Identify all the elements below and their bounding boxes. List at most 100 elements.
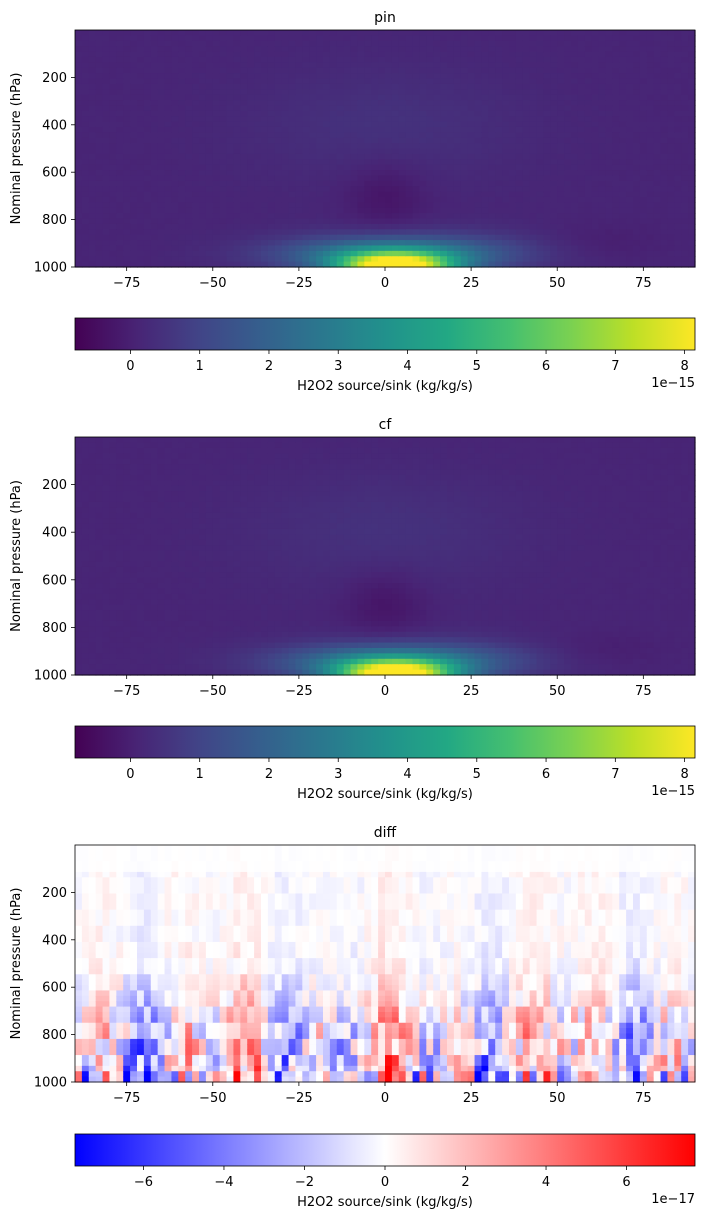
heatmap-cell <box>295 234 303 241</box>
heatmap-cell <box>240 73 248 80</box>
heatmap-cell <box>357 213 365 220</box>
heatmap-cell <box>109 556 117 563</box>
heatmap-cell <box>178 620 186 627</box>
heatmap-cell <box>667 46 675 53</box>
heatmap-cell <box>192 480 200 487</box>
heatmap-cell <box>378 207 386 214</box>
heatmap-cell <box>419 218 427 225</box>
heatmap-cell <box>385 218 393 225</box>
heatmap-cell <box>143 664 152 671</box>
heatmap-cell <box>674 218 682 225</box>
heatmap-cell <box>240 256 248 263</box>
heatmap-cell <box>529 126 538 133</box>
heatmap-cell <box>123 73 131 80</box>
heatmap-cell <box>81 143 90 150</box>
heatmap-cell <box>591 186 600 193</box>
heatmap-cell <box>453 30 462 36</box>
heatmap-cell <box>157 89 166 96</box>
heatmap-cell <box>261 234 269 241</box>
heatmap-cell <box>385 110 393 117</box>
heatmap-cell <box>447 143 455 150</box>
heatmap-cell <box>288 218 297 225</box>
heatmap-cell <box>302 234 310 241</box>
heatmap-cell <box>157 572 166 579</box>
heatmap-cell <box>302 46 310 53</box>
heatmap-cell <box>205 545 214 552</box>
heatmap-cell <box>150 545 159 552</box>
heatmap-cell <box>205 583 214 590</box>
heatmap-cell <box>164 620 173 627</box>
heatmap-cell <box>130 116 138 123</box>
heatmap-cell <box>577 256 586 263</box>
heatmap-cell <box>281 191 290 198</box>
heatmap-cell <box>171 186 179 193</box>
heatmap-cell <box>391 89 400 96</box>
heatmap-cell <box>447 256 455 263</box>
heatmap-cell <box>598 51 607 58</box>
heatmap-cell <box>564 40 572 47</box>
heatmap-cell <box>185 40 193 47</box>
heatmap-cell <box>88 35 97 42</box>
heatmap-cell <box>150 577 159 584</box>
heatmap-cell <box>247 196 255 203</box>
heatmap-cell <box>95 234 104 241</box>
heatmap-cell <box>460 132 469 139</box>
heatmap-cell <box>433 35 441 42</box>
heatmap-cell <box>316 126 324 133</box>
heatmap-cell <box>467 94 476 101</box>
heatmap-cell <box>405 132 414 139</box>
heatmap-cell <box>123 501 131 508</box>
heatmap-cell <box>164 453 173 460</box>
heatmap-cell <box>639 196 648 203</box>
heatmap-cell <box>254 83 262 90</box>
heatmap-cell <box>502 250 510 257</box>
heatmap-cell <box>137 83 145 90</box>
heatmap-cell <box>543 89 551 96</box>
heatmap-cell <box>247 234 255 241</box>
heatmap-cell <box>571 229 579 236</box>
heatmap-cell <box>371 116 379 123</box>
heatmap-cell <box>398 62 407 69</box>
heatmap-cell <box>199 566 207 573</box>
heatmap-cell <box>192 518 200 525</box>
heatmap-cell <box>178 572 186 579</box>
heatmap-cell <box>460 67 469 74</box>
heatmap-cell <box>667 121 675 128</box>
heatmap-cell <box>199 256 207 263</box>
heatmap-cell <box>681 56 689 63</box>
heatmap-cell <box>509 223 517 230</box>
heatmap-cell <box>109 223 117 230</box>
heatmap-cell <box>543 234 551 241</box>
heatmap-cell <box>240 89 248 96</box>
heatmap-cell <box>281 175 290 182</box>
heatmap-cell <box>137 137 145 144</box>
heatmap-cell <box>674 116 682 123</box>
heatmap-cell <box>281 100 290 107</box>
heatmap-cell <box>564 148 572 155</box>
heatmap-cell <box>150 132 159 139</box>
heatmap-cell <box>440 153 448 160</box>
heatmap-cell <box>433 240 441 247</box>
heatmap-cell <box>660 240 669 247</box>
heatmap-cell <box>391 78 400 85</box>
heatmap-cell <box>295 46 303 53</box>
heatmap-cell <box>391 180 400 187</box>
heatmap-cell <box>81 202 90 209</box>
heatmap-cell <box>584 89 593 96</box>
heatmap-cell <box>564 94 572 101</box>
heatmap-cell <box>426 240 434 247</box>
heatmap-cell <box>385 67 393 74</box>
heatmap-cell <box>88 653 97 660</box>
x-tick-label: 50 <box>549 276 566 291</box>
heatmap-cell <box>495 126 503 133</box>
heatmap-cell <box>522 116 531 123</box>
heatmap-cell <box>357 83 365 90</box>
heatmap-cell <box>75 256 83 263</box>
heatmap-cell <box>357 191 365 198</box>
heatmap-cell <box>543 191 551 198</box>
heatmap-cell <box>543 116 551 123</box>
heatmap-cell <box>619 143 627 150</box>
heatmap-cell <box>116 170 124 177</box>
heatmap-cell <box>419 261 427 268</box>
heatmap-cell <box>226 56 235 63</box>
